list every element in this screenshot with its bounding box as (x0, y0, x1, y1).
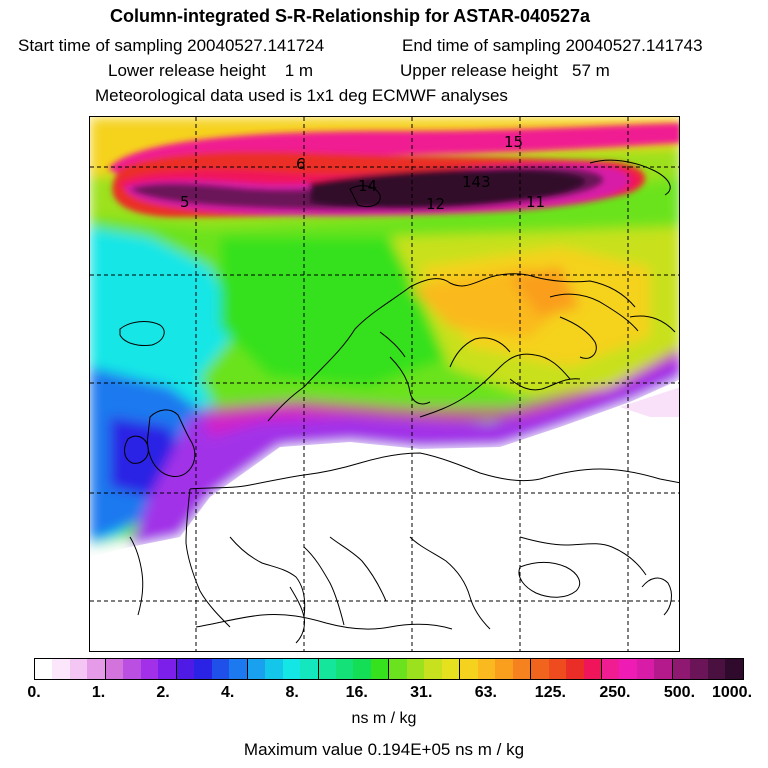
colorbar-cell (424, 659, 442, 679)
colorbar-tick-label: 8. (285, 684, 299, 701)
colorbar-cell (69, 659, 88, 679)
start-time-label: Start time of sampling 20040527.141724 (18, 36, 325, 55)
colorbar-tick-label: 2. (156, 684, 170, 701)
colorbar-cell (690, 659, 708, 679)
contour-label: 12 (426, 195, 445, 213)
colorbar-cell (460, 659, 478, 679)
colorbar-ticks: 0. 1. 2. 4. 8. 16. 31. 63. 125. 250. 500. 1000. (0, 684, 768, 702)
contour-label: 15 (504, 133, 523, 151)
contour-label: 5 (180, 193, 190, 211)
coastlines (119, 159, 679, 644)
colorbar-cell (548, 659, 567, 679)
contour-labels: 15 6 14 143 5 12 11 (180, 133, 545, 213)
colorbar (34, 658, 744, 680)
colorbar-cell (300, 659, 319, 679)
upper-release-label: Upper release height 57 m (400, 61, 610, 80)
colorbar-tick-label: 0. (27, 684, 41, 701)
colorbar-cell (566, 659, 584, 679)
colorbar-cell (140, 659, 159, 679)
contour-label: 11 (526, 193, 545, 211)
colorbar-cell (318, 659, 336, 679)
colorbar-cell (211, 659, 230, 679)
colorbar-tick-label: 63. (474, 684, 497, 701)
colorbar-cell (194, 659, 212, 679)
colorbar-cell (353, 659, 371, 679)
colorbar-cell (176, 659, 195, 679)
map-panel: 15 6 14 143 5 12 11 (89, 116, 680, 652)
colorbar-cell (654, 659, 673, 679)
colorbar-tick-label: 1000. (711, 684, 753, 701)
colorbar-tick-label: 125. (534, 684, 566, 701)
colorbar-cell (35, 659, 53, 679)
colorbar-cell (123, 659, 141, 679)
plot-title: Column-integrated S-R-Relationship for A… (109, 6, 591, 26)
colorbar-tick-label: 31. (410, 684, 433, 701)
max-value-label: Maximum value 0.194E+05 ns m / kg (243, 740, 525, 759)
colorbar-cell (370, 659, 390, 679)
colorbar-cell (265, 659, 283, 679)
high-value-band (108, 123, 679, 217)
colorbar-cell (672, 659, 691, 679)
colorbar-cell (636, 659, 655, 679)
contour-label: 6 (296, 155, 306, 173)
unit-label: ns m / kg (351, 710, 417, 727)
end-time-label: End time of sampling 20040527.141743 (402, 36, 703, 55)
colorbar-cell (282, 659, 301, 679)
sensitivity-field: 15 6 14 143 5 12 11 (90, 117, 679, 651)
colorbar-cell (619, 659, 637, 679)
colorbar-tick-label: 500. (663, 684, 696, 701)
colorbar-cell (531, 659, 549, 679)
colorbar-cell (52, 659, 70, 679)
contour-label: 143 (462, 173, 491, 191)
colorbar-cell (707, 659, 726, 679)
colorbar-cell (602, 659, 620, 679)
colorbar-cell (229, 659, 248, 679)
met-data-label: Meteorological data used is 1x1 deg ECMW… (95, 86, 508, 105)
colorbar-cell (495, 659, 513, 679)
colorbar-tick-label: 1. (91, 684, 106, 701)
contour-label: 14 (358, 177, 377, 195)
lower-release-label: Lower release height 1 m (108, 61, 314, 80)
colorbar-cell (389, 659, 407, 679)
colorbar-cell (105, 659, 124, 679)
colorbar-cell (725, 659, 743, 679)
colorbar-cell (87, 659, 106, 679)
colorbar-cell (158, 659, 177, 679)
colorbar-tick-label: 16. (345, 684, 368, 701)
colorbar-tick-label: 250. (599, 684, 631, 701)
colorbar-cell (477, 659, 496, 679)
colorbar-cell (512, 659, 532, 679)
colorbar-cell (441, 659, 461, 679)
colorbar-cell (335, 659, 354, 679)
colorbar-tick-label: 4. (220, 684, 235, 701)
colorbar-cell (406, 659, 425, 679)
colorbar-cell (247, 659, 266, 679)
colorbar-cell (583, 659, 602, 679)
lat-lon-grid (90, 117, 679, 651)
